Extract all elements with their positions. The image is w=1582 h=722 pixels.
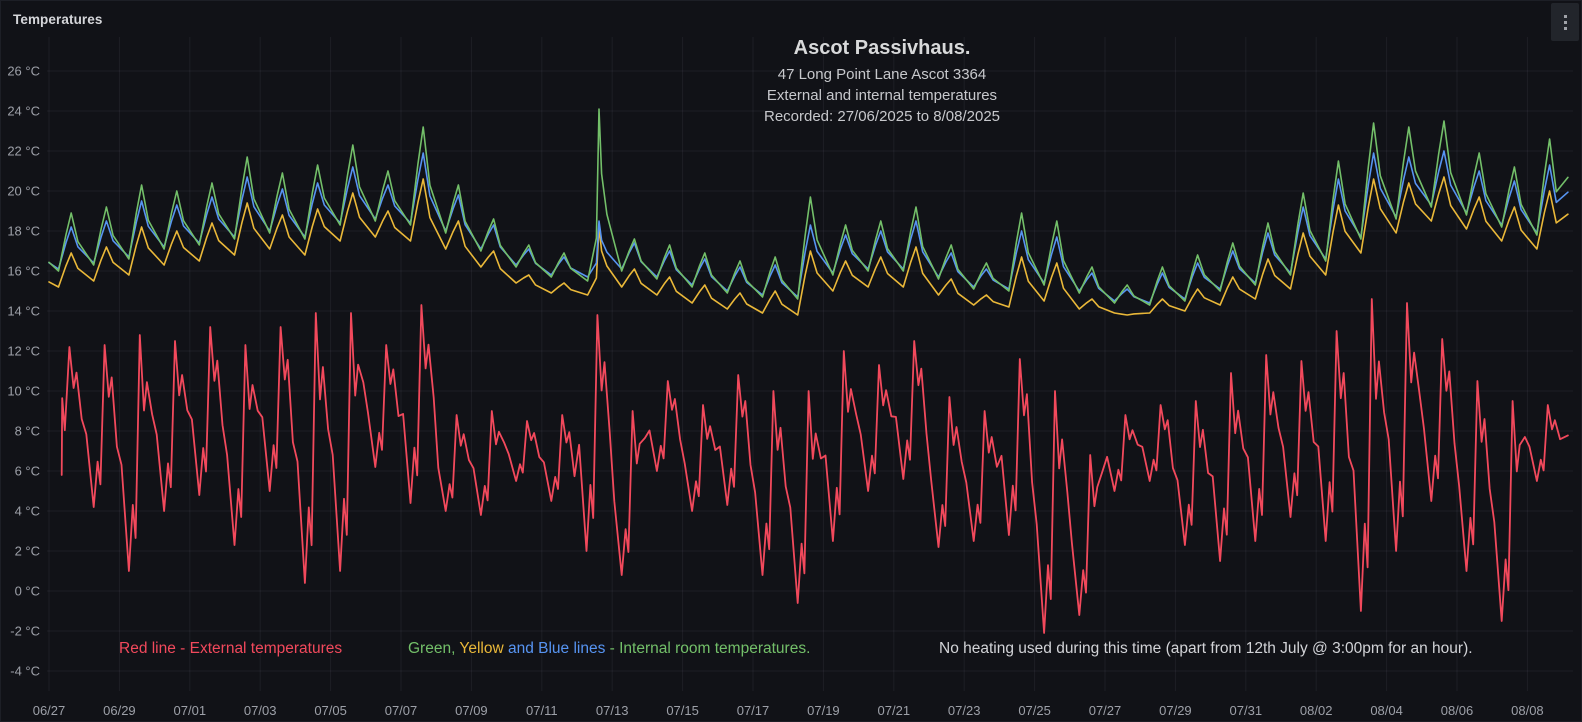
series-line-external [62, 299, 1568, 633]
kebab-dot [1564, 21, 1567, 24]
svg-text:4 °C: 4 °C [15, 504, 40, 519]
svg-text:8 °C: 8 °C [15, 424, 40, 439]
x-axis-labels: 06/27 06/29 07/01 07/03 07/05 07/07 07/09 07/11… [33, 703, 1544, 718]
svg-text:07/07: 07/07 [385, 703, 418, 718]
svg-text:22 °C: 22 °C [7, 144, 40, 159]
svg-text:08/02: 08/02 [1300, 703, 1333, 718]
svg-text:07/25: 07/25 [1018, 703, 1051, 718]
svg-text:08/08: 08/08 [1511, 703, 1544, 718]
svg-text:20 °C: 20 °C [7, 184, 40, 199]
svg-text:10 °C: 10 °C [7, 384, 40, 399]
svg-text:07/15: 07/15 [666, 703, 699, 718]
panel-header: Temperatures [1, 1, 1581, 37]
kebab-menu-icon[interactable] [1551, 3, 1579, 41]
svg-text:06/29: 06/29 [103, 703, 136, 718]
svg-text:08/04: 08/04 [1370, 703, 1403, 718]
panel-title: Temperatures [13, 12, 102, 27]
svg-text:-4 °C: -4 °C [10, 664, 40, 679]
svg-text:0 °C: 0 °C [15, 584, 40, 599]
grid-lines [47, 37, 1573, 691]
svg-text:16 °C: 16 °C [7, 264, 40, 279]
y-axis-labels: 26 °C 24 °C 22 °C 20 °C 18 °C 16 °C 14 °C 12 °C… [7, 64, 40, 679]
svg-text:07/27: 07/27 [1089, 703, 1122, 718]
svg-text:07/19: 07/19 [807, 703, 840, 718]
svg-text:07/13: 07/13 [596, 703, 629, 718]
svg-text:07/03: 07/03 [244, 703, 277, 718]
svg-text:07/29: 07/29 [1159, 703, 1192, 718]
svg-text:12 °C: 12 °C [7, 344, 40, 359]
chart-canvas[interactable]: 26 °C 24 °C 22 °C 20 °C 18 °C 16 °C 14 °C 12 °C… [1, 1, 1582, 722]
svg-text:6 °C: 6 °C [15, 464, 40, 479]
svg-text:-2 °C: -2 °C [10, 624, 40, 639]
svg-text:06/27: 06/27 [33, 703, 66, 718]
svg-text:08/06: 08/06 [1441, 703, 1474, 718]
svg-text:26 °C: 26 °C [7, 64, 40, 79]
svg-text:07/31: 07/31 [1230, 703, 1263, 718]
svg-text:07/17: 07/17 [737, 703, 770, 718]
svg-text:07/05: 07/05 [314, 703, 347, 718]
svg-text:07/21: 07/21 [878, 703, 911, 718]
temperatures-panel: 26 °C 24 °C 22 °C 20 °C 18 °C 16 °C 14 °C 12 °C… [0, 0, 1582, 722]
svg-text:2 °C: 2 °C [15, 544, 40, 559]
kebab-dot [1564, 15, 1567, 18]
svg-text:07/11: 07/11 [526, 703, 558, 718]
svg-text:07/01: 07/01 [174, 703, 207, 718]
svg-text:24 °C: 24 °C [7, 104, 40, 119]
svg-text:07/09: 07/09 [455, 703, 488, 718]
svg-text:18 °C: 18 °C [7, 224, 40, 239]
svg-text:07/23: 07/23 [948, 703, 981, 718]
svg-text:14 °C: 14 °C [7, 304, 40, 319]
kebab-dot [1564, 27, 1567, 30]
